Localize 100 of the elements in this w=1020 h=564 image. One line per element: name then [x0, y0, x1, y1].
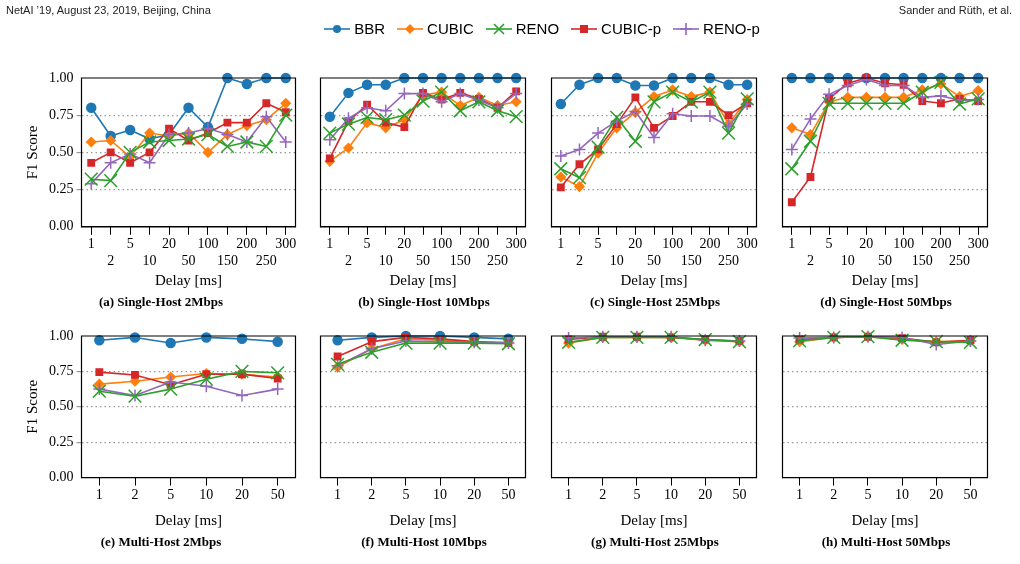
x-tick-label: 5: [633, 486, 641, 502]
x-tick-label: 10: [142, 252, 157, 268]
text: (e) Multi-Host 2Mbps: [100, 533, 222, 549]
x-tick-label: 1: [557, 235, 565, 251]
x-tick-label: 10: [609, 252, 624, 268]
legend-label: RENO-p: [703, 20, 760, 37]
y-tick-label: 0.75: [49, 363, 74, 379]
x-tick-label: 1: [87, 235, 95, 251]
x-axis-title: Delay [ms]: [620, 272, 688, 289]
x-tick-label: 5: [126, 235, 134, 251]
x-tick-label: 250: [949, 252, 971, 268]
x-tick-label: 100: [431, 235, 453, 251]
x-tick-label: 150: [216, 252, 238, 268]
y-tick-label: 0.25: [49, 433, 74, 449]
text: (c) Single-Host 25Mbps: [590, 293, 720, 309]
text: (h) Multi-Host 50Mbps: [821, 533, 951, 549]
x-tick-label: 5: [594, 235, 602, 251]
x-tick-label: 5: [402, 486, 410, 502]
x-tick-label: 200: [236, 235, 258, 251]
x-tick-label: 50: [647, 252, 661, 268]
x-tick-label: 5: [825, 235, 833, 251]
x-tick-label: 2: [830, 486, 838, 502]
x-tick-label: 2: [368, 486, 376, 502]
x-tick-label: 1: [788, 235, 796, 251]
x-tick-label: 10: [199, 486, 214, 502]
x-axis-title: Delay [ms]: [389, 512, 457, 529]
text: (d) Single-Host 50Mbps: [820, 293, 952, 309]
x-axis-title: Delay [ms]: [389, 272, 457, 289]
legend-label: BBR: [354, 20, 386, 37]
y-tick-label: 0.00: [49, 218, 74, 234]
x-axis-title: Delay [ms]: [154, 272, 223, 289]
x-tick-label: 50: [270, 486, 285, 502]
x-tick-label: 1: [334, 486, 342, 502]
x-axis-title: Delay [ms]: [851, 512, 919, 529]
legend-label: CUBIC: [427, 20, 474, 37]
x-tick-label: 20: [235, 486, 249, 502]
x-tick-label: 1: [796, 486, 804, 502]
x-axis-title: Delay [ms]: [851, 272, 919, 289]
x-tick-label: 50: [181, 252, 196, 268]
x-tick-label: 50: [732, 486, 747, 502]
x-tick-label: 300: [967, 235, 989, 251]
text: (a) Single-Host 2Mbps: [98, 293, 224, 309]
text: (b) Single-Host 10Mbps: [358, 293, 490, 309]
x-tick-label: 300: [505, 235, 527, 251]
x-tick-label: 10: [433, 486, 448, 502]
x-tick-label: 150: [911, 252, 933, 268]
text: (g) Multi-Host 25Mbps: [591, 533, 719, 549]
x-tick-label: 300: [736, 235, 758, 251]
x-tick-label: 250: [718, 252, 740, 268]
x-tick-label: 20: [397, 235, 412, 251]
x-tick-label: 50: [963, 486, 978, 502]
x-tick-label: 20: [859, 235, 874, 251]
x-tick-label: 20: [929, 486, 944, 502]
x-tick-label: 300: [275, 235, 297, 251]
x-axis-title: Delay [ms]: [154, 512, 223, 529]
x-tick-label: 10: [895, 486, 910, 502]
x-tick-label: 2: [107, 252, 115, 268]
x-tick-label: 150: [680, 252, 702, 268]
x-tick-label: 5: [167, 486, 175, 502]
x-tick-label: 1: [565, 486, 573, 502]
legend-label: RENO: [515, 20, 560, 37]
x-tick-label: 10: [378, 252, 393, 268]
legend-label: CUBIC-p: [601, 20, 662, 37]
x-tick-label: 20: [162, 235, 177, 251]
x-tick-label: 200: [930, 235, 952, 251]
x-tick-label: 20: [467, 486, 482, 502]
x-tick-label: 2: [599, 486, 607, 502]
x-tick-label: 5: [864, 486, 872, 502]
x-tick-label: 50: [878, 252, 892, 268]
x-tick-label: 100: [893, 235, 915, 251]
y-tick-label: 0.50: [49, 398, 74, 414]
x-tick-label: 20: [698, 486, 713, 502]
y-tick-label: 0.00: [49, 469, 74, 485]
x-tick-label: 2: [806, 252, 814, 268]
x-tick-label: 200: [468, 235, 490, 251]
text: NetAI ’19, August 23, 2019, Beijing, China: [6, 4, 211, 16]
x-tick-label: 2: [131, 486, 139, 502]
text: (f) Multi-Host 10Mbps: [361, 533, 487, 549]
y-tick-label: 0.75: [49, 106, 74, 122]
y-axis-title: F1 Score: [23, 379, 40, 434]
y-tick-label: 0.25: [49, 181, 74, 197]
x-tick-label: 1: [95, 486, 103, 502]
x-tick-label: 150: [449, 252, 471, 268]
x-tick-label: 10: [840, 252, 855, 268]
y-axis-title: F1 Score: [23, 125, 40, 180]
x-tick-label: 50: [416, 252, 430, 268]
x-tick-label: 5: [363, 235, 371, 251]
x-tick-label: 100: [662, 235, 684, 251]
x-tick-label: 50: [501, 486, 516, 502]
x-tick-label: 2: [575, 252, 583, 268]
x-tick-label: 250: [487, 252, 509, 268]
x-tick-label: 250: [255, 252, 277, 268]
x-tick-label: 200: [699, 235, 721, 251]
x-tick-label: 20: [628, 235, 643, 251]
x-tick-label: 2: [344, 252, 352, 268]
x-tick-label: 10: [664, 486, 679, 502]
text: Sander and Rüth, et al.: [898, 4, 1012, 16]
x-tick-label: 1: [326, 235, 334, 251]
y-tick-label: 1.00: [49, 69, 74, 85]
x-axis-title: Delay [ms]: [620, 512, 688, 529]
